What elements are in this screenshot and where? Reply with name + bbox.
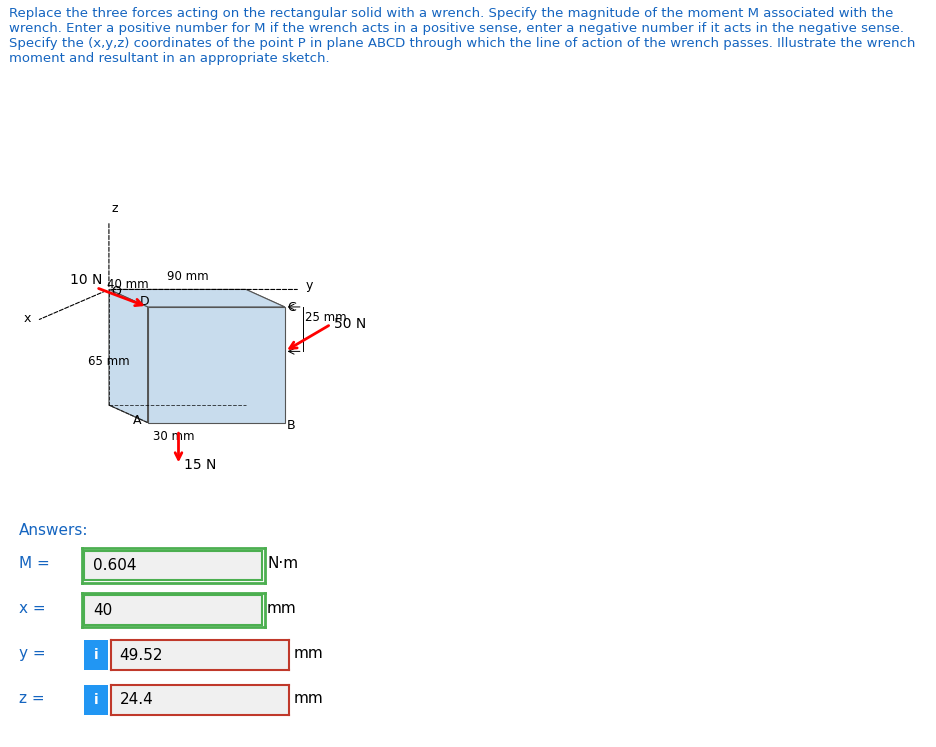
Text: 49.52: 49.52: [119, 648, 163, 663]
Text: 30 mm: 30 mm: [153, 430, 194, 443]
Text: 50 N: 50 N: [333, 317, 365, 331]
Text: mm: mm: [293, 691, 323, 706]
Polygon shape: [109, 405, 285, 423]
Text: i: i: [94, 693, 98, 707]
Text: C: C: [287, 301, 296, 314]
Polygon shape: [246, 289, 285, 423]
Text: z =: z =: [19, 691, 44, 706]
Polygon shape: [148, 307, 285, 423]
Text: D: D: [139, 295, 150, 308]
Text: 25 mm: 25 mm: [305, 311, 346, 324]
Text: 40: 40: [93, 603, 112, 618]
Text: i: i: [94, 648, 98, 662]
Text: x =: x =: [19, 601, 45, 616]
Text: 15 N: 15 N: [183, 458, 216, 472]
Text: 24.4: 24.4: [119, 692, 154, 707]
Text: A: A: [133, 415, 141, 427]
Polygon shape: [109, 289, 148, 423]
Text: Answers:: Answers:: [19, 523, 88, 538]
Text: y: y: [305, 279, 313, 293]
Text: x: x: [24, 312, 31, 326]
Text: B: B: [287, 420, 296, 433]
Text: 0.604: 0.604: [93, 558, 137, 573]
Polygon shape: [109, 289, 246, 405]
Text: mm: mm: [267, 601, 297, 616]
Text: M =: M =: [19, 557, 50, 571]
Text: Replace the three forces acting on the rectangular solid with a wrench. Specify : Replace the three forces acting on the r…: [9, 7, 914, 65]
Text: 90 mm: 90 mm: [167, 270, 209, 283]
Text: z: z: [111, 202, 118, 215]
Text: N·m: N·m: [267, 557, 298, 571]
Text: 65 mm: 65 mm: [88, 355, 129, 368]
Text: mm: mm: [293, 646, 323, 661]
Text: 40 mm: 40 mm: [108, 279, 149, 291]
Text: O: O: [111, 285, 122, 298]
Text: 10 N: 10 N: [70, 273, 103, 287]
Text: y =: y =: [19, 646, 45, 661]
Polygon shape: [109, 289, 285, 307]
